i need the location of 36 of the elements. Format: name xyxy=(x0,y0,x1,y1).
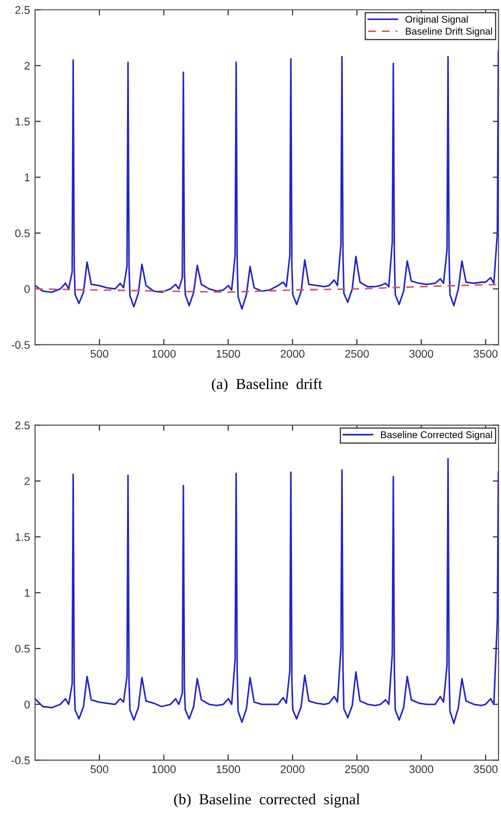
y-tick-label: 1.5 xyxy=(16,118,30,126)
text: (a) Baseline drift xyxy=(212,378,322,392)
x-tick-label: 2500 xyxy=(345,350,369,358)
line-series xyxy=(35,50,498,310)
y-tick-label: 1.5 xyxy=(16,533,30,541)
y-tick-label: 0 xyxy=(24,285,30,294)
x-tick-label: 3500 xyxy=(474,765,498,774)
line-series xyxy=(35,284,498,293)
text: (b) Baseline corrected signal xyxy=(174,794,360,808)
y-tick-label: 0.5 xyxy=(15,644,30,653)
line-series xyxy=(35,458,498,724)
y-tick-label: -0.5 xyxy=(12,756,30,764)
x-tick-label: 3500 xyxy=(474,350,498,358)
x-tick-label: 1500 xyxy=(216,350,240,358)
x-tick-label: 3000 xyxy=(409,765,434,774)
y-tick-label: 2.5 xyxy=(15,6,30,14)
legend-label: Baseline Corrected Signal xyxy=(381,431,492,440)
legend-label: Original Signal xyxy=(406,16,468,25)
y-tick-label: 0 xyxy=(24,700,30,708)
legend-label: Baseline Drift Signal xyxy=(406,28,492,37)
x-tick-label: 1000 xyxy=(152,350,176,358)
y-tick-label: -0.5 xyxy=(12,340,30,349)
y-tick-label: 1 xyxy=(24,174,30,182)
x-tick-label: 500 xyxy=(90,350,108,358)
x-tick-label: 2000 xyxy=(280,765,304,774)
x-tick-label: 500 xyxy=(90,765,108,774)
y-tick-label: 2.5 xyxy=(15,421,30,430)
y-tick-label: 2 xyxy=(24,477,30,486)
y-tick-label: 0.5 xyxy=(15,229,30,238)
y-tick-label: 2 xyxy=(24,62,30,70)
x-tick-label: 2500 xyxy=(345,765,369,774)
x-tick-label: 3000 xyxy=(409,350,434,358)
y-tick-label: 1 xyxy=(24,589,30,597)
x-tick-label: 1500 xyxy=(216,765,240,774)
x-tick-label: 2000 xyxy=(280,350,304,358)
x-tick-label: 1000 xyxy=(152,765,176,774)
